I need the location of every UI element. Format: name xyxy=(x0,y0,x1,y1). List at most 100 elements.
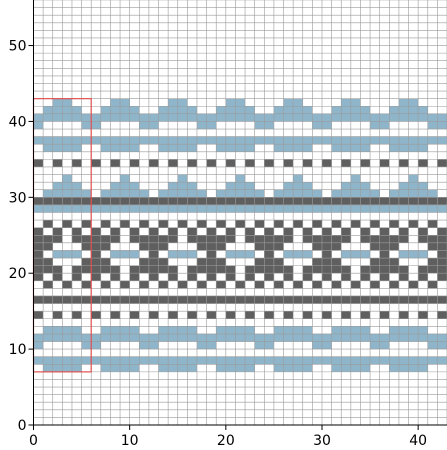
pattern-cell xyxy=(216,333,226,342)
pattern-cell xyxy=(360,227,371,236)
pattern-cell xyxy=(100,144,111,152)
pattern-cell xyxy=(408,364,419,372)
pattern-cell xyxy=(360,333,371,342)
pattern-cell xyxy=(148,265,159,274)
pattern-cell xyxy=(312,356,322,365)
pattern-cell xyxy=(33,235,44,243)
pattern-cell xyxy=(418,333,428,342)
pattern-cell xyxy=(71,227,82,236)
y-tick-label: 10 xyxy=(9,342,27,358)
pattern-cell xyxy=(254,280,265,289)
pattern-cell xyxy=(254,204,265,213)
pattern-cell xyxy=(245,204,255,213)
pattern-cell xyxy=(398,364,409,372)
pattern-cell xyxy=(177,250,188,259)
pattern-cell xyxy=(43,333,53,342)
pattern-cell xyxy=(129,227,140,236)
pattern-cell xyxy=(71,356,82,365)
pattern-cell xyxy=(129,136,140,145)
pattern-cell xyxy=(225,98,236,107)
pattern-cell xyxy=(91,250,101,259)
pattern-cell xyxy=(283,204,294,213)
pattern-cell xyxy=(418,326,428,334)
pattern-cell xyxy=(418,364,428,372)
pattern-cell xyxy=(225,197,236,205)
pattern-cell xyxy=(264,121,274,130)
pattern-cell xyxy=(129,311,140,319)
pattern-cell xyxy=(120,250,130,259)
pattern-cell xyxy=(341,250,351,259)
pattern-cell xyxy=(187,189,197,198)
pattern-cell xyxy=(158,113,169,122)
pattern-cell xyxy=(129,235,140,243)
pattern-cell xyxy=(177,189,188,198)
pattern-cell xyxy=(120,197,130,205)
pattern-cell xyxy=(33,295,44,304)
pattern-cell xyxy=(321,295,332,304)
pattern-cell xyxy=(71,204,82,213)
pattern-cell xyxy=(341,204,351,213)
pattern-cell xyxy=(187,197,197,205)
pattern-cell xyxy=(196,204,207,213)
pattern-cell xyxy=(437,235,447,243)
pattern-cell xyxy=(360,136,371,145)
pattern-cell xyxy=(398,311,409,319)
pattern-cell xyxy=(196,265,207,274)
pattern-cell xyxy=(245,113,255,122)
pattern-cell xyxy=(139,295,149,304)
pattern-cell xyxy=(321,333,332,342)
pattern-cell xyxy=(254,121,265,130)
pattern-cell xyxy=(216,258,226,266)
pattern-cell xyxy=(283,144,294,152)
pattern-cell xyxy=(283,197,294,205)
pattern-cell xyxy=(418,159,428,167)
pattern-cell xyxy=(100,106,111,114)
pattern-cell xyxy=(216,326,226,334)
pattern-cell xyxy=(264,265,274,274)
y-tick-label: 30 xyxy=(9,190,27,206)
pattern-cell xyxy=(389,220,399,228)
pattern-cell xyxy=(273,220,284,228)
pattern-cell xyxy=(418,113,428,122)
pattern-cell xyxy=(379,113,390,122)
pattern-cell xyxy=(302,189,313,198)
pattern-cell xyxy=(158,242,169,251)
pattern-cell xyxy=(264,136,274,145)
pattern-cell xyxy=(206,295,217,304)
pattern-cell xyxy=(408,280,419,289)
pattern-cell xyxy=(148,250,159,259)
pattern-cell xyxy=(148,242,159,251)
pattern-cell xyxy=(264,235,274,243)
pattern-cell xyxy=(129,273,140,281)
pattern-cell xyxy=(254,356,265,365)
pattern-cell xyxy=(264,356,274,365)
pattern-cell xyxy=(158,235,169,243)
pattern-cell xyxy=(216,189,226,198)
pattern-cell xyxy=(158,197,169,205)
pattern-cell xyxy=(91,235,101,243)
pattern-cell xyxy=(389,265,399,274)
pattern-cell xyxy=(427,333,438,342)
pattern-cell xyxy=(283,333,294,342)
pattern-cell xyxy=(187,265,197,274)
pattern-cell xyxy=(168,159,178,167)
tick-labels: 0 10 20 30 40 0 10 20 30 40 50 xyxy=(9,39,427,449)
pattern-cell xyxy=(389,136,399,145)
pattern-cell xyxy=(235,220,246,228)
pattern-cell xyxy=(418,189,428,198)
pattern-cell xyxy=(370,189,380,198)
pattern-cell xyxy=(33,159,44,167)
pattern-cells xyxy=(33,98,447,372)
pattern-cell xyxy=(321,121,332,130)
pattern-cell xyxy=(341,106,351,114)
pattern-cell xyxy=(389,258,399,266)
pattern-cell xyxy=(91,356,101,365)
pattern-cell xyxy=(398,189,409,198)
pattern-cell xyxy=(62,204,72,213)
pattern-cell xyxy=(206,273,217,281)
pattern-cell xyxy=(389,356,399,365)
pattern-cell xyxy=(100,235,111,243)
pattern-cell xyxy=(206,235,217,243)
pattern-cell xyxy=(379,295,390,304)
